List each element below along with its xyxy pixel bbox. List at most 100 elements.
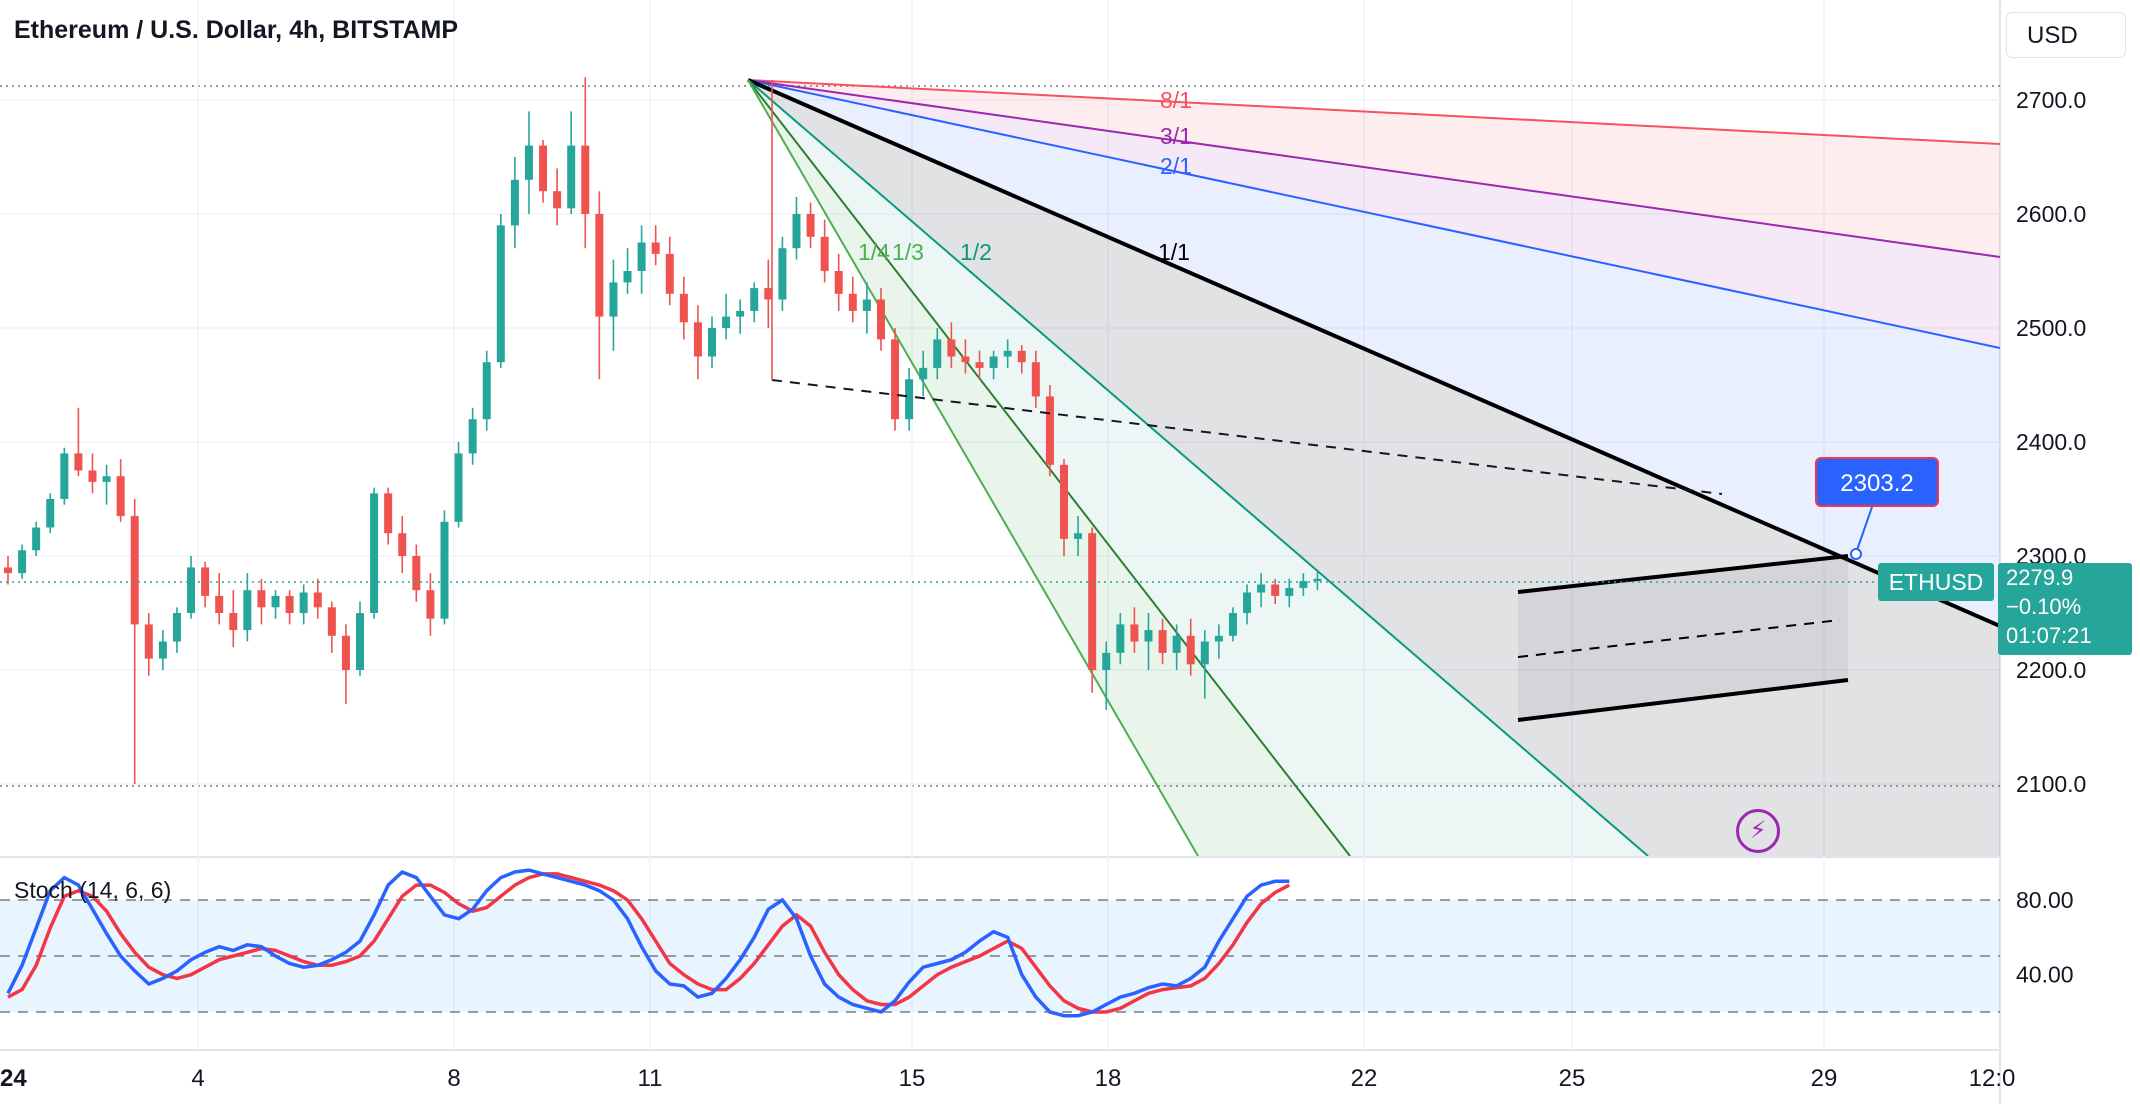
candle-body: [736, 310, 745, 317]
candle-body: [60, 453, 69, 499]
y-tick-label: 2400.0: [2016, 429, 2086, 455]
y-tick-label: 2700.0: [2016, 87, 2086, 113]
candle-body: [1003, 350, 1012, 357]
candle-body: [510, 179, 519, 226]
x-tick-label: 29: [1811, 1065, 1838, 1092]
price-change: −0.10%: [2006, 594, 2082, 619]
candle-body: [327, 607, 336, 636]
candle-body: [32, 527, 41, 551]
candle-body: [975, 362, 984, 368]
last-price: 2279.9: [2006, 565, 2074, 590]
candle-body: [271, 595, 280, 608]
fan-2-1: [747, 79, 2000, 349]
candle-body: [285, 595, 294, 613]
y-tick-label: 2100.0: [2016, 771, 2086, 797]
candle-body: [1130, 624, 1139, 642]
candle-body: [679, 293, 688, 323]
fan-label: 1/2: [960, 239, 992, 265]
stoch-k-line: [6, 868, 1290, 1018]
y-tick-label: 2500.0: [2016, 315, 2086, 341]
ticker-tag: ETHUSD: [1878, 563, 1994, 601]
candle-body: [876, 299, 885, 340]
x-tick-label: 24: [0, 1065, 27, 1092]
candle-body: [764, 288, 773, 300]
price-callout[interactable]: 2303.2: [1815, 457, 1939, 507]
candle-body: [426, 590, 435, 619]
y-tick-label: 2200.0: [2016, 657, 2086, 683]
candle-body: [1158, 630, 1167, 653]
channel-bottom: [1517, 678, 1849, 722]
candle-body: [651, 242, 660, 254]
gann-fan: 8/1 3/1 2/1 1/1 1/2 1/4 1/3: [747, 78, 2000, 856]
candle-body: [750, 288, 759, 311]
callout-pointer: [1855, 506, 1873, 554]
candle-body: [806, 214, 815, 237]
candle-body: [722, 316, 731, 328]
candle-body: [215, 595, 224, 613]
candle-body: [1186, 635, 1195, 665]
fan-1-3: [747, 79, 1351, 856]
candle-body: [454, 453, 463, 522]
candle-body: [553, 191, 562, 209]
stoch-pane: [0, 868, 2000, 1018]
candle-body: [384, 493, 393, 534]
candle-body: [1313, 578, 1322, 582]
candle-body: [116, 476, 125, 517]
candle-body: [496, 225, 505, 363]
candle-body: [524, 145, 533, 180]
candle-body: [130, 516, 139, 625]
fan-1-4: [747, 79, 1199, 856]
candle-body: [947, 339, 956, 357]
x-tick-label: 15: [899, 1065, 926, 1092]
candle-body: [708, 328, 716, 357]
x-tick-label: 22: [1351, 1065, 1378, 1092]
candle-body: [539, 145, 548, 192]
candle-body: [820, 236, 829, 271]
candle-body: [693, 322, 702, 357]
candle-body: [792, 214, 801, 249]
channel-mid: [1517, 619, 1841, 658]
candle-body: [961, 356, 970, 363]
last-price-tag: 2279.9 −0.10% 01:07:21: [1998, 563, 2132, 655]
candle-body: [398, 533, 407, 556]
candle-body: [46, 499, 55, 528]
candle-body: [187, 567, 196, 613]
candle-body: [862, 299, 871, 311]
candle-body: [257, 590, 266, 608]
stoch-tick-label: 80.00: [2016, 887, 2074, 913]
candle-body: [356, 613, 364, 670]
candle-body: [1257, 584, 1266, 593]
candle-body: [313, 592, 322, 608]
x-tick-label: 18: [1095, 1065, 1122, 1092]
fan-label: 1/4: [858, 239, 890, 265]
callout-anchor: [1850, 548, 1862, 560]
currency-selector[interactable]: USD: [2006, 12, 2126, 58]
candles: [4, 77, 1322, 784]
dashed-trendline: [771, 379, 1723, 495]
candle-body: [4, 567, 12, 574]
y-tick-label: 2600.0: [2016, 201, 2086, 227]
candle-body: [1228, 613, 1237, 636]
axes: 2100.02200.02300.02400.02500.02600.02700…: [0, 87, 2086, 1092]
fan-label: 3/1: [1160, 123, 1192, 149]
candle-body: [1243, 592, 1252, 613]
candle-body: [370, 493, 379, 613]
fan-1-2: [747, 79, 1649, 856]
fan-label: 2/1: [1160, 153, 1192, 179]
candle-body: [299, 592, 308, 613]
candle-body: [341, 635, 350, 670]
candle-body: [933, 339, 942, 368]
candle-body: [595, 214, 604, 317]
candle-body: [88, 470, 97, 482]
candle-body: [609, 282, 618, 317]
x-tick-label: 11: [638, 1065, 663, 1092]
fan-zone: [748, 80, 2000, 856]
candle-body: [919, 367, 928, 380]
candle-body: [567, 145, 576, 209]
candle-body: [623, 271, 632, 283]
lightning-icon[interactable]: ⚡: [1736, 809, 1780, 853]
fan-3-1: [747, 79, 2000, 258]
channel-top: [1517, 554, 1849, 594]
candle-body: [440, 521, 449, 619]
